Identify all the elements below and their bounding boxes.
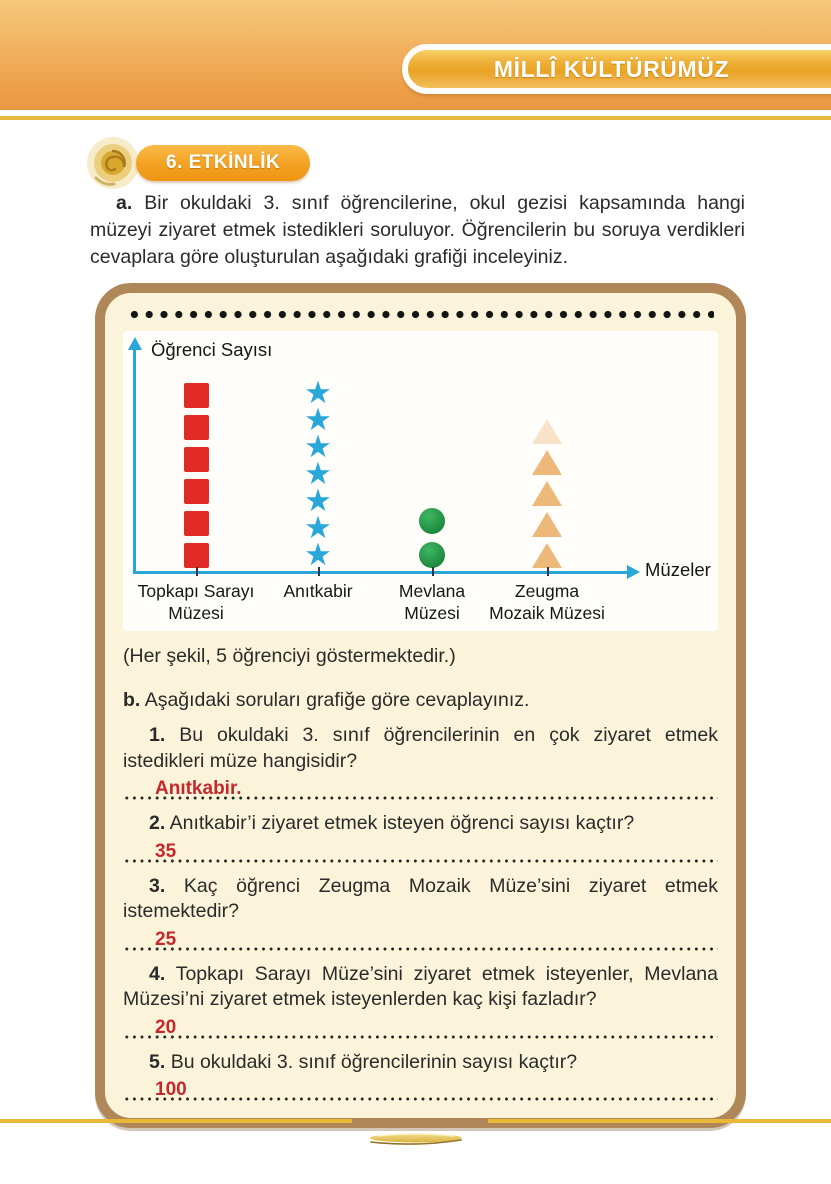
question-text: 3. Kaç öğrenci Zeugma Mozaik Müze’sini z… bbox=[123, 874, 718, 925]
activity-badge-label: 6. ETKİNLİK bbox=[166, 152, 281, 173]
footer-rule bbox=[0, 1119, 352, 1123]
y-axis-title: Öğrenci Sayısı bbox=[151, 339, 273, 360]
blue-star-symbol: ★ bbox=[304, 375, 332, 411]
activity-panel: Öğrenci Sayısı Müzeler Topkapı Sarayı Müz… bbox=[95, 283, 746, 1128]
orange-triangle-symbol bbox=[532, 481, 562, 506]
question-block: 5. Bu okuldaki 3. sınıf öğrencilerinin s… bbox=[123, 1050, 718, 1102]
orange-triangle-symbol bbox=[532, 543, 562, 568]
page-title: MİLLÎ KÜLTÜRÜMÜZ bbox=[493, 55, 730, 82]
part-b-label: b. bbox=[123, 689, 141, 711]
blue-star-symbol: ★ bbox=[304, 456, 332, 492]
question-number: 2. bbox=[149, 812, 166, 834]
footer-rule bbox=[488, 1119, 831, 1123]
green-circle-symbol bbox=[419, 508, 445, 534]
question-block: 2. Anıtkabir’i ziyaret etmek isteyen öğr… bbox=[123, 811, 718, 864]
category-label: Zeugma Mozaik Müzesi bbox=[489, 581, 605, 623]
axis-tick bbox=[432, 567, 434, 576]
rose-icon bbox=[87, 137, 139, 189]
header-divider bbox=[0, 116, 831, 120]
handwritten-answer: 20 bbox=[155, 1016, 177, 1038]
question-text: 5. Bu okuldaki 3. sınıf öğrencilerinin s… bbox=[123, 1050, 718, 1076]
blue-star-symbol: ★ bbox=[304, 510, 332, 546]
blue-star-symbol: ★ bbox=[304, 402, 332, 438]
x-axis-title: Müzeler bbox=[645, 559, 711, 580]
question-block: 4. Topkapı Sarayı Müze’sini ziyaret etme… bbox=[123, 962, 718, 1040]
red-square-symbol bbox=[183, 415, 209, 440]
answer-line[interactable]: 20 bbox=[123, 1013, 718, 1040]
red-square-symbol bbox=[183, 479, 209, 504]
question-block: 1. Bu okuldaki 3. sınıf öğrencilerinin e… bbox=[123, 723, 718, 801]
handwritten-answer: 100 bbox=[155, 1079, 187, 1100]
blue-star-symbol: ★ bbox=[304, 483, 332, 519]
question-text: 1. Bu okuldaki 3. sınıf öğrencilerinin e… bbox=[123, 723, 718, 774]
blue-star-symbol: ★ bbox=[304, 537, 332, 573]
orange-triangle-symbol bbox=[532, 450, 562, 475]
chart-column: ★ ★ ★ ★ ★ ★ ★ bbox=[295, 375, 341, 573]
red-square-symbol bbox=[183, 511, 209, 536]
red-square-symbol bbox=[183, 383, 209, 408]
legend-note: (Her şekil, 5 öğrenciyi göstermektedir.) bbox=[123, 645, 456, 667]
chart-column bbox=[173, 383, 219, 568]
y-axis bbox=[133, 349, 136, 571]
footer-leaf-ornament bbox=[370, 1133, 462, 1145]
category-label: Anıtkabir bbox=[283, 581, 353, 601]
question-block: 3. Kaç öğrenci Zeugma Mozaik Müze’sini z… bbox=[123, 874, 718, 952]
chart-column bbox=[524, 419, 570, 568]
orange-triangle-symbol bbox=[532, 512, 562, 537]
red-square-symbol bbox=[183, 447, 209, 472]
chart-column bbox=[409, 508, 455, 568]
intro-paragraph: a. Bir okuldaki 3. sınıf öğrencilerine, … bbox=[90, 190, 745, 271]
question-number: 5. bbox=[149, 1050, 166, 1073]
part-b-paragraph: b. Aşağıdaki soruları grafiğe göre cevap… bbox=[123, 687, 718, 713]
handwritten-answer: Anıtkabir. bbox=[155, 778, 242, 799]
activity-badge: 6. ETKİNLİK bbox=[136, 145, 311, 181]
axis-tick bbox=[547, 567, 549, 576]
question-body: Topkapı Sarayı Müze’sini ziyaret etmek i… bbox=[123, 962, 718, 1011]
header-title-pill: MİLLÎ KÜLTÜRÜMÜZ bbox=[402, 44, 831, 94]
category-label: Mevlana Müzesi bbox=[398, 581, 466, 623]
handwritten-answer: 35 bbox=[155, 840, 177, 862]
question-number: 1. bbox=[149, 724, 166, 746]
answer-line[interactable]: 35 bbox=[123, 837, 718, 864]
question-text: 2. Anıtkabir’i ziyaret etmek isteyen öğr… bbox=[123, 811, 718, 837]
question-body: Bu okuldaki 3. sınıf öğrencilerinin en ç… bbox=[123, 724, 718, 772]
x-axis-arrow-icon bbox=[627, 565, 640, 579]
intro-text: Bir okuldaki 3. sınıf öğrencilerine, oku… bbox=[90, 192, 746, 268]
answer-line[interactable]: 100 bbox=[123, 1076, 718, 1102]
blue-star-symbol: ★ bbox=[304, 429, 332, 465]
category-label: Topkapı Sarayı Müzesi bbox=[137, 581, 255, 623]
x-axis bbox=[133, 571, 629, 574]
part-b-text: Aşağıdaki soruları grafiğe göre cevaplay… bbox=[144, 689, 530, 711]
green-circle-symbol bbox=[419, 542, 445, 568]
answer-line[interactable]: 25 bbox=[123, 925, 718, 952]
intro-label: a. bbox=[116, 192, 133, 214]
header-band: MİLLÎ KÜLTÜRÜMÜZ bbox=[0, 0, 831, 110]
axis-tick bbox=[318, 567, 320, 576]
y-axis-arrow-icon bbox=[128, 337, 142, 350]
chart-area: Öğrenci Sayısı Müzeler Topkapı Sarayı Müz… bbox=[123, 331, 718, 631]
decorative-dots-row bbox=[127, 310, 714, 319]
question-text: 4. Topkapı Sarayı Müze’sini ziyaret etme… bbox=[123, 962, 718, 1013]
question-body: Kaç öğrenci Zeugma Mozaik Müze’sini ziya… bbox=[123, 874, 719, 923]
orange-triangle-symbol bbox=[532, 419, 562, 444]
question-number: 3. bbox=[149, 874, 166, 897]
red-square-symbol bbox=[183, 543, 209, 568]
handwritten-answer: 25 bbox=[155, 928, 177, 950]
question-body: Bu okuldaki 3. sınıf öğrencilerinin sayı… bbox=[170, 1050, 578, 1073]
axis-tick bbox=[196, 567, 198, 576]
question-body: Anıtkabir’i ziyaret etmek isteyen öğrenc… bbox=[169, 812, 635, 834]
answer-line[interactable]: Anıtkabir. bbox=[123, 775, 718, 801]
question-number: 4. bbox=[149, 962, 166, 985]
